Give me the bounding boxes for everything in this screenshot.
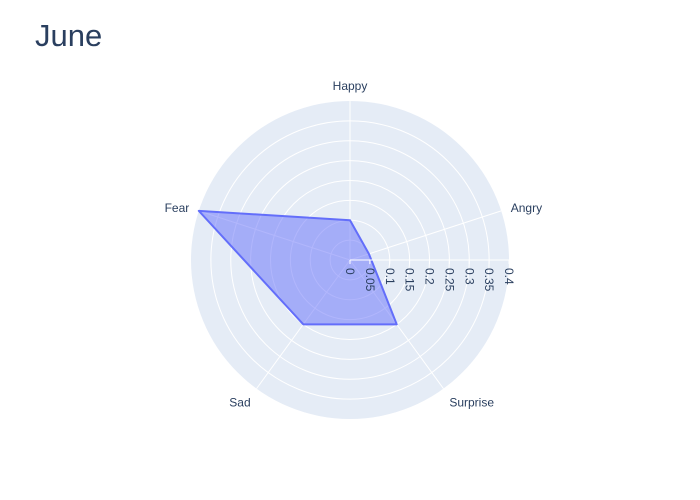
- angular-label-happy: Happy: [333, 79, 368, 93]
- angular-label-angry: Angry: [511, 201, 542, 215]
- data-point-angry: [368, 253, 370, 255]
- radial-tick-label: 0: [343, 268, 357, 275]
- angular-label-sad: Sad: [229, 396, 250, 410]
- angular-label-surprise: Surprise: [449, 396, 494, 410]
- angular-label-fear: Fear: [165, 201, 190, 215]
- radial-tick-label: 0.1: [383, 268, 397, 285]
- radial-tick-label: 0.25: [442, 268, 456, 292]
- spoke-angry: [349, 210, 502, 261]
- chart-title: June: [35, 18, 103, 53]
- series-layer: [197, 209, 398, 326]
- data-point-happy: [349, 219, 351, 221]
- angular-labels: Happy Angry Surprise Sad Fear: [165, 79, 543, 410]
- data-point-surprise: [396, 323, 398, 325]
- data-point-sad: [302, 323, 304, 325]
- series-polygon: [197, 209, 398, 326]
- data-point-fear: [198, 210, 200, 212]
- radial-tick-label: 0.15: [403, 268, 417, 292]
- radial-tick-label: 0.05: [363, 268, 377, 292]
- radial-axis: 0 0.05 0.1 0.15 0.2 0.25 0.3 0.35 0.4: [343, 259, 516, 292]
- radial-tick-label: 0.4: [502, 268, 516, 285]
- radial-tick-label: 0.35: [482, 268, 496, 292]
- radial-tick-label: 0.3: [462, 268, 476, 285]
- radial-tick-label: 0.2: [423, 268, 437, 285]
